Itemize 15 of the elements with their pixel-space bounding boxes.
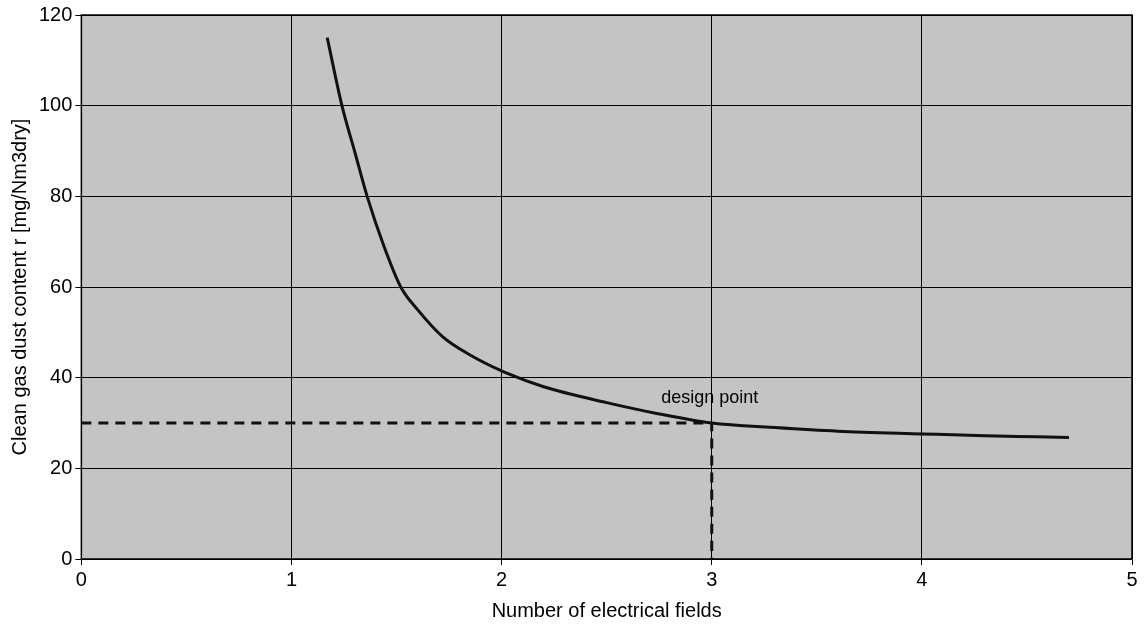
x-tick-label: 5: [1126, 567, 1138, 590]
x-tick-label: 1: [285, 567, 298, 590]
y-tick-label: 0: [61, 546, 73, 569]
y-tick-label: 100: [38, 93, 73, 116]
x-axis-title: Number of electrical fields: [491, 598, 722, 621]
y-axis-title: Clean gas dust content r [mg/Nm3dry]: [7, 118, 30, 456]
y-tick-label: 120: [38, 2, 73, 25]
x-tick-label: 2: [496, 567, 508, 590]
y-tick-label: 40: [50, 365, 73, 388]
x-tick-label: 4: [916, 567, 928, 590]
y-tick-label: 80: [50, 183, 73, 206]
x-tick-label: 3: [706, 567, 718, 590]
x-tick-label: 0: [75, 567, 87, 590]
y-tick-label: 20: [50, 455, 73, 478]
y-tick-label: 60: [50, 274, 73, 297]
